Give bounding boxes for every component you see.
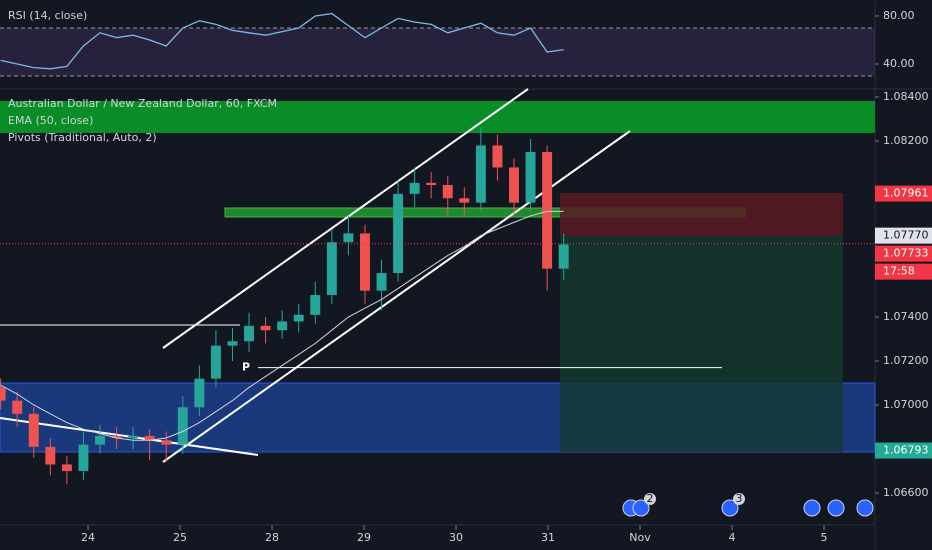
y-tick-label: 1.08200: [883, 134, 929, 147]
candle-body: [459, 198, 470, 203]
candle-body: [244, 325, 255, 342]
channel-bottom: [162, 130, 631, 463]
chart-title: Australian Dollar / New Zealand Dollar, …: [8, 97, 277, 110]
event-icon[interactable]: [827, 499, 845, 517]
candle-body: [177, 407, 188, 445]
event-badge-text: 2: [647, 492, 654, 505]
candle-body: [111, 435, 122, 439]
candle-body: [343, 233, 354, 243]
candle-body: [144, 435, 155, 441]
event-icon[interactable]: [803, 499, 821, 517]
price-badge: [875, 245, 932, 262]
candle-body: [525, 152, 536, 203]
x-tick-label: 25: [173, 531, 187, 544]
candle-body: [475, 145, 486, 203]
x-tick-label: Nov: [629, 531, 651, 544]
price-badge: [875, 227, 932, 244]
x-tick-label: 30: [449, 531, 463, 544]
candle-body: [194, 378, 205, 408]
y-tick-label: 1.07400: [883, 310, 929, 323]
candle-body: [426, 182, 437, 186]
candle-body: [409, 182, 420, 194]
event-icon[interactable]: [632, 499, 650, 517]
y-tick-label: 1.07200: [883, 354, 929, 367]
candle-body: [210, 345, 221, 379]
candle-body: [61, 464, 72, 472]
countdown: 17:58: [883, 265, 915, 278]
price-badge-label: 1.07961: [883, 187, 929, 200]
price-badge: [875, 442, 932, 459]
candle-body: [542, 152, 553, 269]
candle-body: [227, 341, 238, 346]
x-tick-label: 31: [541, 531, 555, 544]
candle-body: [78, 444, 89, 472]
candle-body: [128, 435, 139, 439]
x-tick-label: 24: [81, 531, 95, 544]
y-tick-label: 1.06600: [883, 486, 929, 499]
candle-body: [260, 325, 271, 331]
target-area: [560, 236, 843, 452]
candle-body: [95, 435, 105, 445]
candle-body: [376, 273, 387, 291]
rsi-line: [0, 12, 564, 70]
candle-body: [0, 387, 6, 401]
candle-body: [45, 446, 56, 465]
candle-body: [293, 314, 304, 322]
rsi-tick-label: 40.00: [883, 57, 915, 70]
rsi-band: [0, 27, 875, 76]
x-tick-label: 5: [821, 531, 828, 544]
candle-body: [28, 413, 39, 447]
candle-body: [326, 242, 337, 296]
stop-area: [560, 193, 843, 236]
ema-line: [0, 210, 564, 441]
price-badge-label: 1.06793: [883, 444, 929, 457]
event-badge-text: 3: [736, 492, 743, 505]
pivot-label: P: [242, 361, 250, 374]
candle-body: [393, 193, 404, 274]
event-badge: [733, 493, 745, 505]
channel-top: [162, 88, 529, 349]
x-tick-label: 4: [729, 531, 736, 544]
indicator-label: EMA (50, close): [8, 114, 93, 127]
candle-body: [492, 145, 503, 168]
candle-body: [12, 400, 23, 414]
events: 2 3: [622, 492, 874, 517]
price-badge-label: 1.07770: [883, 229, 929, 242]
price-badge: [875, 185, 932, 202]
y-tick-label: 1.07000: [883, 398, 929, 411]
candle-body: [509, 167, 519, 203]
event-icon[interactable]: [856, 499, 874, 517]
candle-body: [310, 295, 321, 315]
supply-zone: [0, 101, 875, 133]
price-badge-label: 1.07733: [883, 247, 929, 260]
y-tick-label: 1.08400: [883, 90, 929, 103]
event-icon[interactable]: [721, 499, 739, 517]
event-badge: [644, 493, 656, 505]
candle-body: [161, 440, 172, 445]
rsi-title: RSI (14, close): [8, 9, 87, 22]
candle-body: [359, 233, 370, 291]
plot: P: [0, 12, 875, 485]
rsi-tick-label: 80.00: [883, 9, 915, 22]
candle-body: [558, 244, 569, 269]
x-tick-label: 28: [265, 531, 279, 544]
countdown-badge: [875, 263, 932, 280]
indicator-label: Pivots (Traditional, Auto, 2): [8, 131, 157, 144]
candle-body: [442, 185, 453, 199]
x-tick-label: 29: [357, 531, 371, 544]
candle-body: [277, 321, 288, 331]
